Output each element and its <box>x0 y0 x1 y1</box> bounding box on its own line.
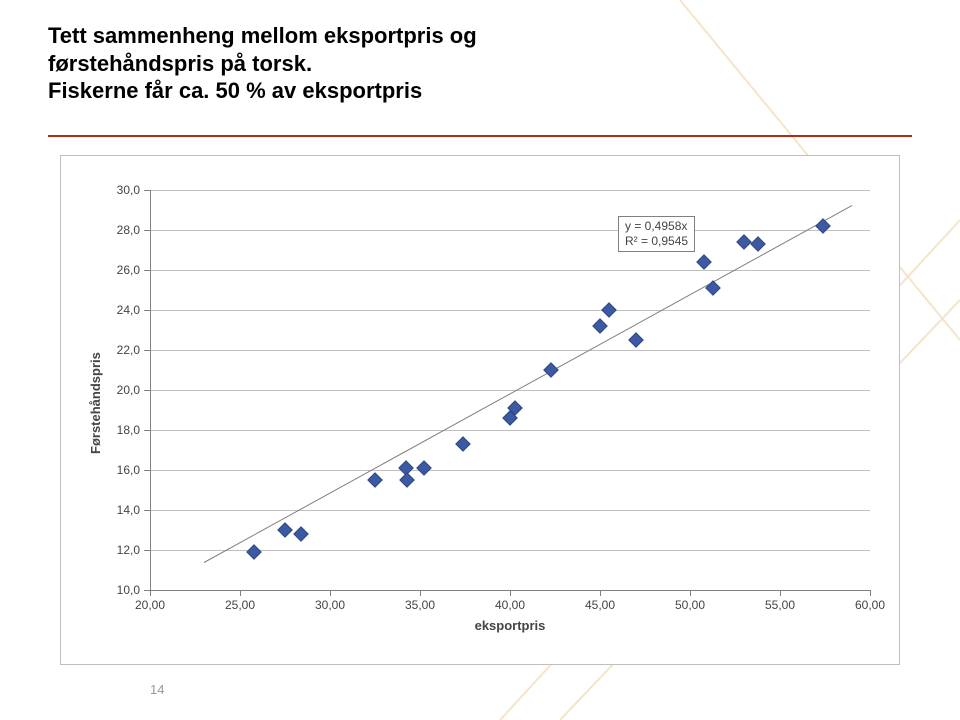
y-tick-label: 12,0 <box>106 543 140 557</box>
x-tick-label: 40,00 <box>495 598 525 612</box>
y-gridline <box>150 350 870 351</box>
y-tick-label: 28,0 <box>106 223 140 237</box>
x-tick <box>870 590 871 596</box>
y-tick-label: 16,0 <box>106 463 140 477</box>
y-tick-label: 26,0 <box>106 263 140 277</box>
x-tick <box>420 590 421 596</box>
x-tick <box>330 590 331 596</box>
y-tick-label: 18,0 <box>106 423 140 437</box>
y-tick-label: 24,0 <box>106 303 140 317</box>
y-gridline <box>150 470 870 471</box>
x-tick-label: 30,00 <box>315 598 345 612</box>
x-tick <box>690 590 691 596</box>
x-axis-title: eksportpris <box>150 618 870 633</box>
y-gridline <box>150 310 870 311</box>
x-tick <box>600 590 601 596</box>
x-tick-label: 20,00 <box>135 598 165 612</box>
x-tick-label: 45,00 <box>585 598 615 612</box>
y-tick-label: 20,0 <box>106 383 140 397</box>
x-tick <box>510 590 511 596</box>
y-axis-line <box>150 190 151 590</box>
x-tick-label: 55,00 <box>765 598 795 612</box>
x-tick-label: 25,00 <box>225 598 255 612</box>
y-gridline <box>150 430 870 431</box>
x-tick <box>150 590 151 596</box>
y-gridline <box>150 390 870 391</box>
x-tick <box>780 590 781 596</box>
page-number: 14 <box>150 682 164 697</box>
x-tick-label: 60,00 <box>855 598 885 612</box>
y-gridline <box>150 190 870 191</box>
y-axis-title: Førstehåndspris <box>88 352 103 454</box>
accent-rule <box>48 135 912 137</box>
y-gridline <box>150 270 870 271</box>
y-gridline <box>150 510 870 511</box>
y-tick-label: 22,0 <box>106 343 140 357</box>
y-gridline <box>150 230 870 231</box>
trend-equation: y = 0,4958x R² = 0,9545 <box>618 216 695 252</box>
y-tick-label: 10,0 <box>106 583 140 597</box>
y-tick-label: 14,0 <box>106 503 140 517</box>
x-tick <box>240 590 241 596</box>
x-tick-label: 35,00 <box>405 598 435 612</box>
x-tick-label: 50,00 <box>675 598 705 612</box>
page-title: Tett sammenheng mellom eksportpris og fø… <box>48 22 912 105</box>
y-tick-label: 30,0 <box>106 183 140 197</box>
